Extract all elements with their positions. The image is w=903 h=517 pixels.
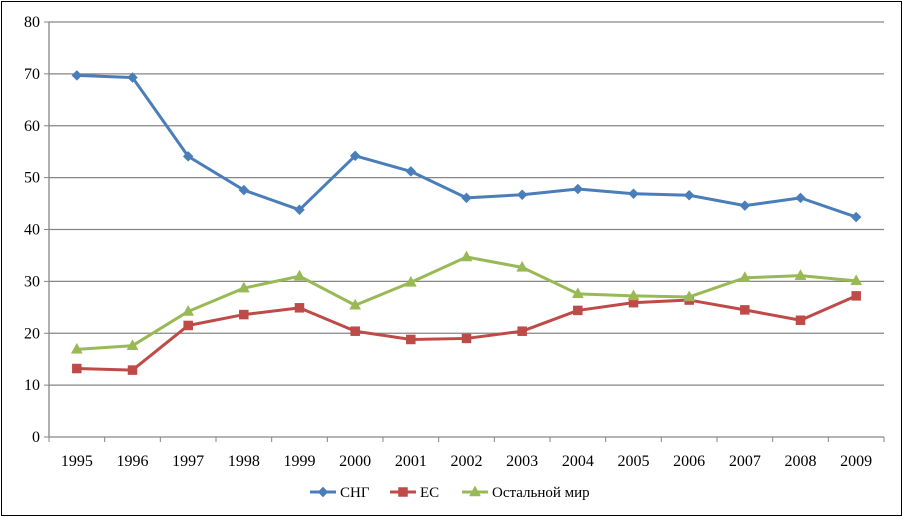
x-tick-label: 1996	[117, 453, 149, 470]
data-point	[182, 151, 194, 162]
x-tick-label: 2005	[618, 453, 650, 470]
data-point	[795, 192, 806, 204]
x-tick-label: 1995	[61, 453, 93, 470]
y-tick-label: 30	[24, 273, 40, 290]
data-point	[294, 204, 305, 216]
x-tick-label: 2009	[840, 453, 872, 470]
data-point	[349, 298, 362, 310]
y-tick-label: 40	[24, 222, 40, 239]
series-3	[70, 250, 863, 354]
data-point	[182, 304, 195, 316]
data-point	[127, 365, 138, 375]
y-tick-label: 20	[24, 325, 40, 342]
legend-label: СНГ	[340, 485, 370, 501]
data-point	[239, 309, 249, 320]
data-point	[183, 320, 193, 331]
data-point	[740, 305, 750, 315]
data-point	[573, 305, 583, 316]
data-point	[349, 150, 361, 162]
x-tick-label: 1997	[172, 453, 204, 470]
data-point	[405, 166, 417, 177]
data-point	[127, 72, 138, 83]
data-point	[461, 192, 472, 204]
x-tick-label: 2008	[785, 453, 817, 470]
y-tick-label: 60	[24, 118, 40, 135]
data-point	[461, 333, 472, 344]
x-tick-label: 1998	[228, 453, 260, 470]
legend-marker	[317, 486, 329, 498]
data-point	[126, 339, 139, 350]
data-point	[70, 342, 83, 354]
data-point	[294, 303, 305, 313]
data-point	[794, 269, 807, 280]
x-tick-label: 2003	[506, 453, 538, 470]
x-tick-label: 2006	[673, 453, 705, 470]
y-tick-label: 70	[24, 66, 40, 83]
y-tick-label: 10	[24, 377, 40, 394]
series-group	[70, 70, 863, 375]
y-axis-ticks: 0 10 20 30 40 50 60 70 80	[24, 14, 40, 446]
data-point	[572, 183, 584, 195]
data-point	[683, 290, 696, 302]
axes	[44, 21, 885, 442]
legend-entry: СНГ	[310, 485, 370, 501]
data-point	[71, 70, 83, 81]
data-point	[850, 211, 862, 223]
legend: СНГ ЕС Остальной мир	[310, 485, 590, 501]
legend-marker	[469, 485, 481, 497]
gridlines	[49, 21, 884, 386]
legend-entry: ЕС	[390, 485, 439, 501]
data-point	[628, 188, 639, 200]
legend-marker	[398, 487, 408, 497]
x-tick-label: 1999	[284, 453, 316, 470]
data-point	[72, 363, 82, 374]
data-point	[739, 200, 751, 211]
data-point	[683, 189, 695, 201]
data-point	[850, 274, 863, 286]
legend-label: Остальной мир	[492, 485, 590, 501]
data-point	[237, 281, 250, 293]
data-point	[517, 326, 527, 336]
data-point	[350, 326, 360, 336]
y-tick-label: 0	[32, 429, 40, 446]
x-tick-label: 2007	[729, 453, 761, 470]
data-point	[460, 250, 473, 262]
data-point	[627, 289, 640, 301]
series-2	[72, 291, 861, 375]
legend-label: ЕС	[420, 485, 439, 501]
data-point	[404, 275, 417, 287]
x-axis-ticks: 1995 1996 1997 1998 1999 2000 2001 2002 2003 2004…	[61, 453, 872, 470]
legend-entry: Остальной мир	[462, 485, 590, 501]
data-point	[738, 271, 751, 282]
data-point	[851, 291, 861, 301]
data-point	[238, 184, 250, 196]
data-point	[293, 269, 306, 281]
x-tick-label: 2000	[339, 453, 371, 470]
data-point	[516, 189, 528, 201]
x-tick-label: 2004	[562, 453, 594, 470]
data-point	[516, 260, 529, 272]
series-1	[71, 70, 862, 223]
x-tick-label: 2002	[451, 453, 483, 470]
data-point	[571, 287, 584, 299]
data-point	[406, 334, 416, 345]
y-tick-label: 80	[24, 14, 40, 31]
x-tick-label: 2001	[395, 453, 427, 470]
y-tick-label: 50	[24, 170, 40, 187]
data-point	[795, 315, 806, 326]
